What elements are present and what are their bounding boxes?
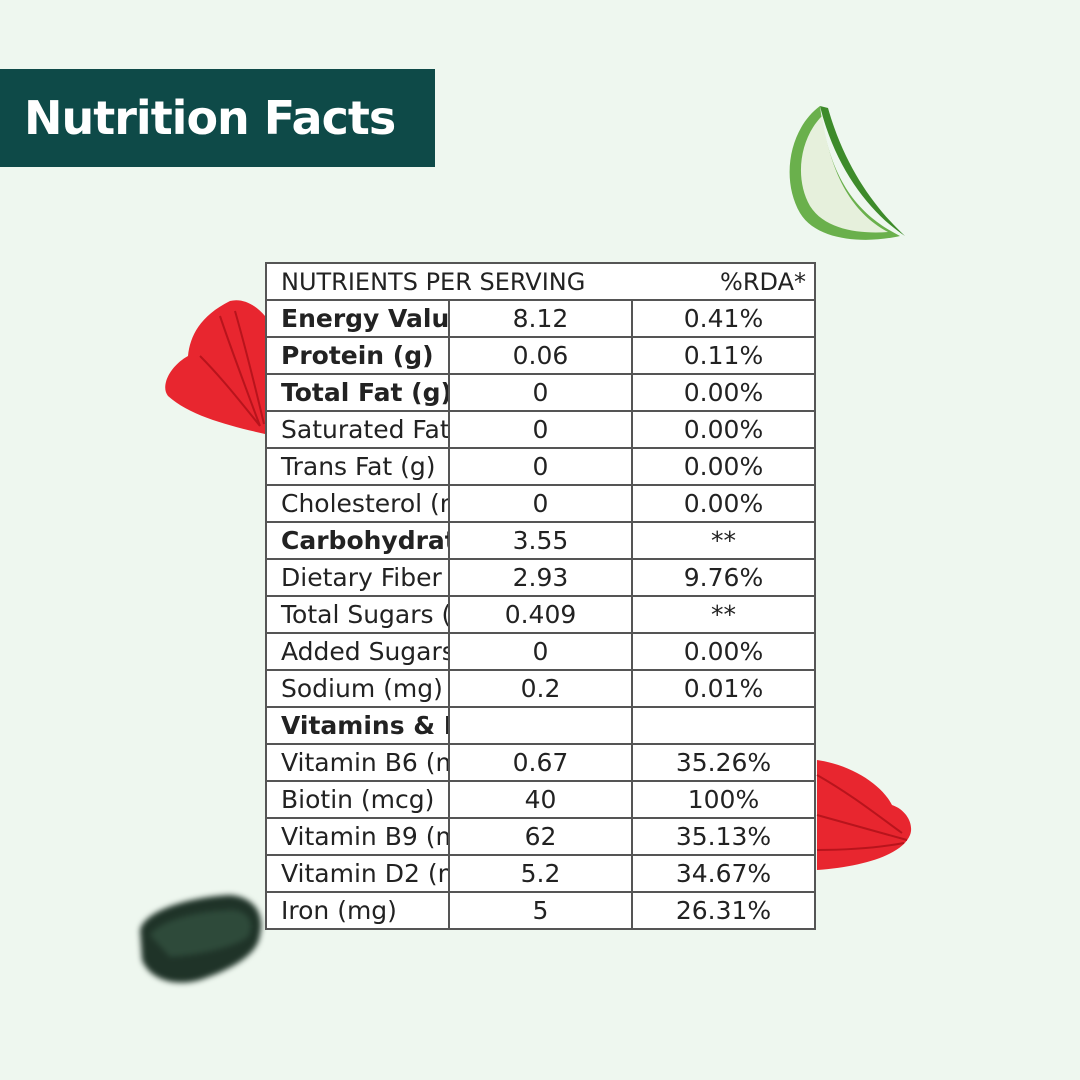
nutrient-value [448,706,633,745]
nutrient-name: Vitamin D2 (mcg) [265,854,450,893]
table-row: Carbohydrate (g)3.55** [265,521,816,560]
red-petal-icon [816,760,912,870]
table-row: Sodium (mg) 0.2 0.01% [265,669,816,708]
nutrient-value: 8.12 [448,299,633,338]
nutrient-name: Dietary Fiber (g) [265,558,450,597]
nutrient-value: 0 [448,410,633,449]
red-petal-icon [165,300,265,434]
table-row: Total Sugars (g)0.409** [265,595,816,634]
nutrient-rda: 0.01% [631,669,816,708]
nutrient-rda: 35.13% [631,817,816,856]
nutrient-rda: 34.67% [631,854,816,893]
nutrient-rda: ** [631,595,816,634]
table-header-row: NUTRIENTS PER SERVING %RDA* [265,262,816,301]
header-rda: %RDA* [632,262,816,301]
table-row: Biotin (mcg) 40 100% [265,780,816,819]
nutrient-rda [631,706,816,745]
aloe-leaf-icon [789,106,905,240]
table-row: Iron (mg) 5 26.31% [265,891,816,930]
nutrient-name: Protein (g) [265,336,450,375]
nutrient-name: Saturated Fat (g) [265,410,450,449]
nutrient-value: 0.2 [448,669,633,708]
nutrient-name: Total Sugars (g) [265,595,450,634]
nutrient-value: 62 [448,817,633,856]
nutrient-value: 0 [448,484,633,523]
nutrient-rda: ** [631,521,816,560]
nutrient-value: 5.2 [448,854,633,893]
nutrient-rda: 0.00% [631,632,816,671]
table-row: Vitamins & Minerals [265,706,816,745]
nutrient-name: Vitamin B6 (mg) [265,743,450,782]
table-row: Total Fat (g) 0 0.00% [265,373,816,412]
nutrient-rda: 100% [631,780,816,819]
nutrient-rda: 26.31% [631,891,816,930]
nutrient-name: Trans Fat (g) [265,447,450,486]
nutrient-value: 0.67 [448,743,633,782]
nutrient-value: 0 [448,447,633,486]
nutrition-table: NUTRIENTS PER SERVING %RDA* Energy Value… [265,262,816,930]
nutrient-name: Vitamin B9 (mcg) [265,817,450,856]
nutrient-name: Energy Value (Kcal) [265,299,450,338]
nutrient-rda: 0.41% [631,299,816,338]
nutrient-name: Carbohydrate (g) [265,521,450,560]
nutrient-value: 40 [448,780,633,819]
nutrient-value: 3.55 [448,521,633,560]
table-row: Cholesterol (mg)00.00% [265,484,816,523]
table-row: Vitamin D2 (mcg)5.234.67% [265,854,816,893]
nutrient-rda: 0.11% [631,336,816,375]
nutrient-rda: 0.00% [631,410,816,449]
nutrient-value: 2.93 [448,558,633,597]
nutrient-name: Cholesterol (mg) [265,484,450,523]
table-row: Trans Fat (g) 0 0.00% [265,447,816,486]
table-row: Protein (g) 0.06 0.11% [265,336,816,375]
nutrient-value: 5 [448,891,633,930]
nutrient-value: 0 [448,373,633,412]
nutrient-name: Added Sugars (g) [265,632,450,671]
nutrient-name: Vitamins & Minerals [265,706,450,745]
nutrient-rda: 35.26% [631,743,816,782]
header-nutrients-per-serving: NUTRIENTS PER SERVING [265,262,632,301]
title-banner: Nutrition Facts [0,69,435,167]
nutrient-rda: 0.00% [631,373,816,412]
nutrient-name: Iron (mg) [265,891,450,930]
table-row: Dietary Fiber (g)2.939.76% [265,558,816,597]
nutrient-value: 0.06 [448,336,633,375]
nutrient-name: Sodium (mg) [265,669,450,708]
table-row: Added Sugars (g)00.00% [265,632,816,671]
nutrient-name: Biotin (mcg) [265,780,450,819]
nutrient-value: 0 [448,632,633,671]
nutrient-rda: 0.00% [631,484,816,523]
nutrient-rda: 9.76% [631,558,816,597]
table-row: Energy Value (Kcal)8.120.41% [265,299,816,338]
nutrient-name: Total Fat (g) [265,373,450,412]
gummy-icon [140,895,262,983]
nutrient-value: 0.409 [448,595,633,634]
page-title: Nutrition Facts [24,91,396,145]
nutrient-rda: 0.00% [631,447,816,486]
table-row: Saturated Fat (g)00.00% [265,410,816,449]
